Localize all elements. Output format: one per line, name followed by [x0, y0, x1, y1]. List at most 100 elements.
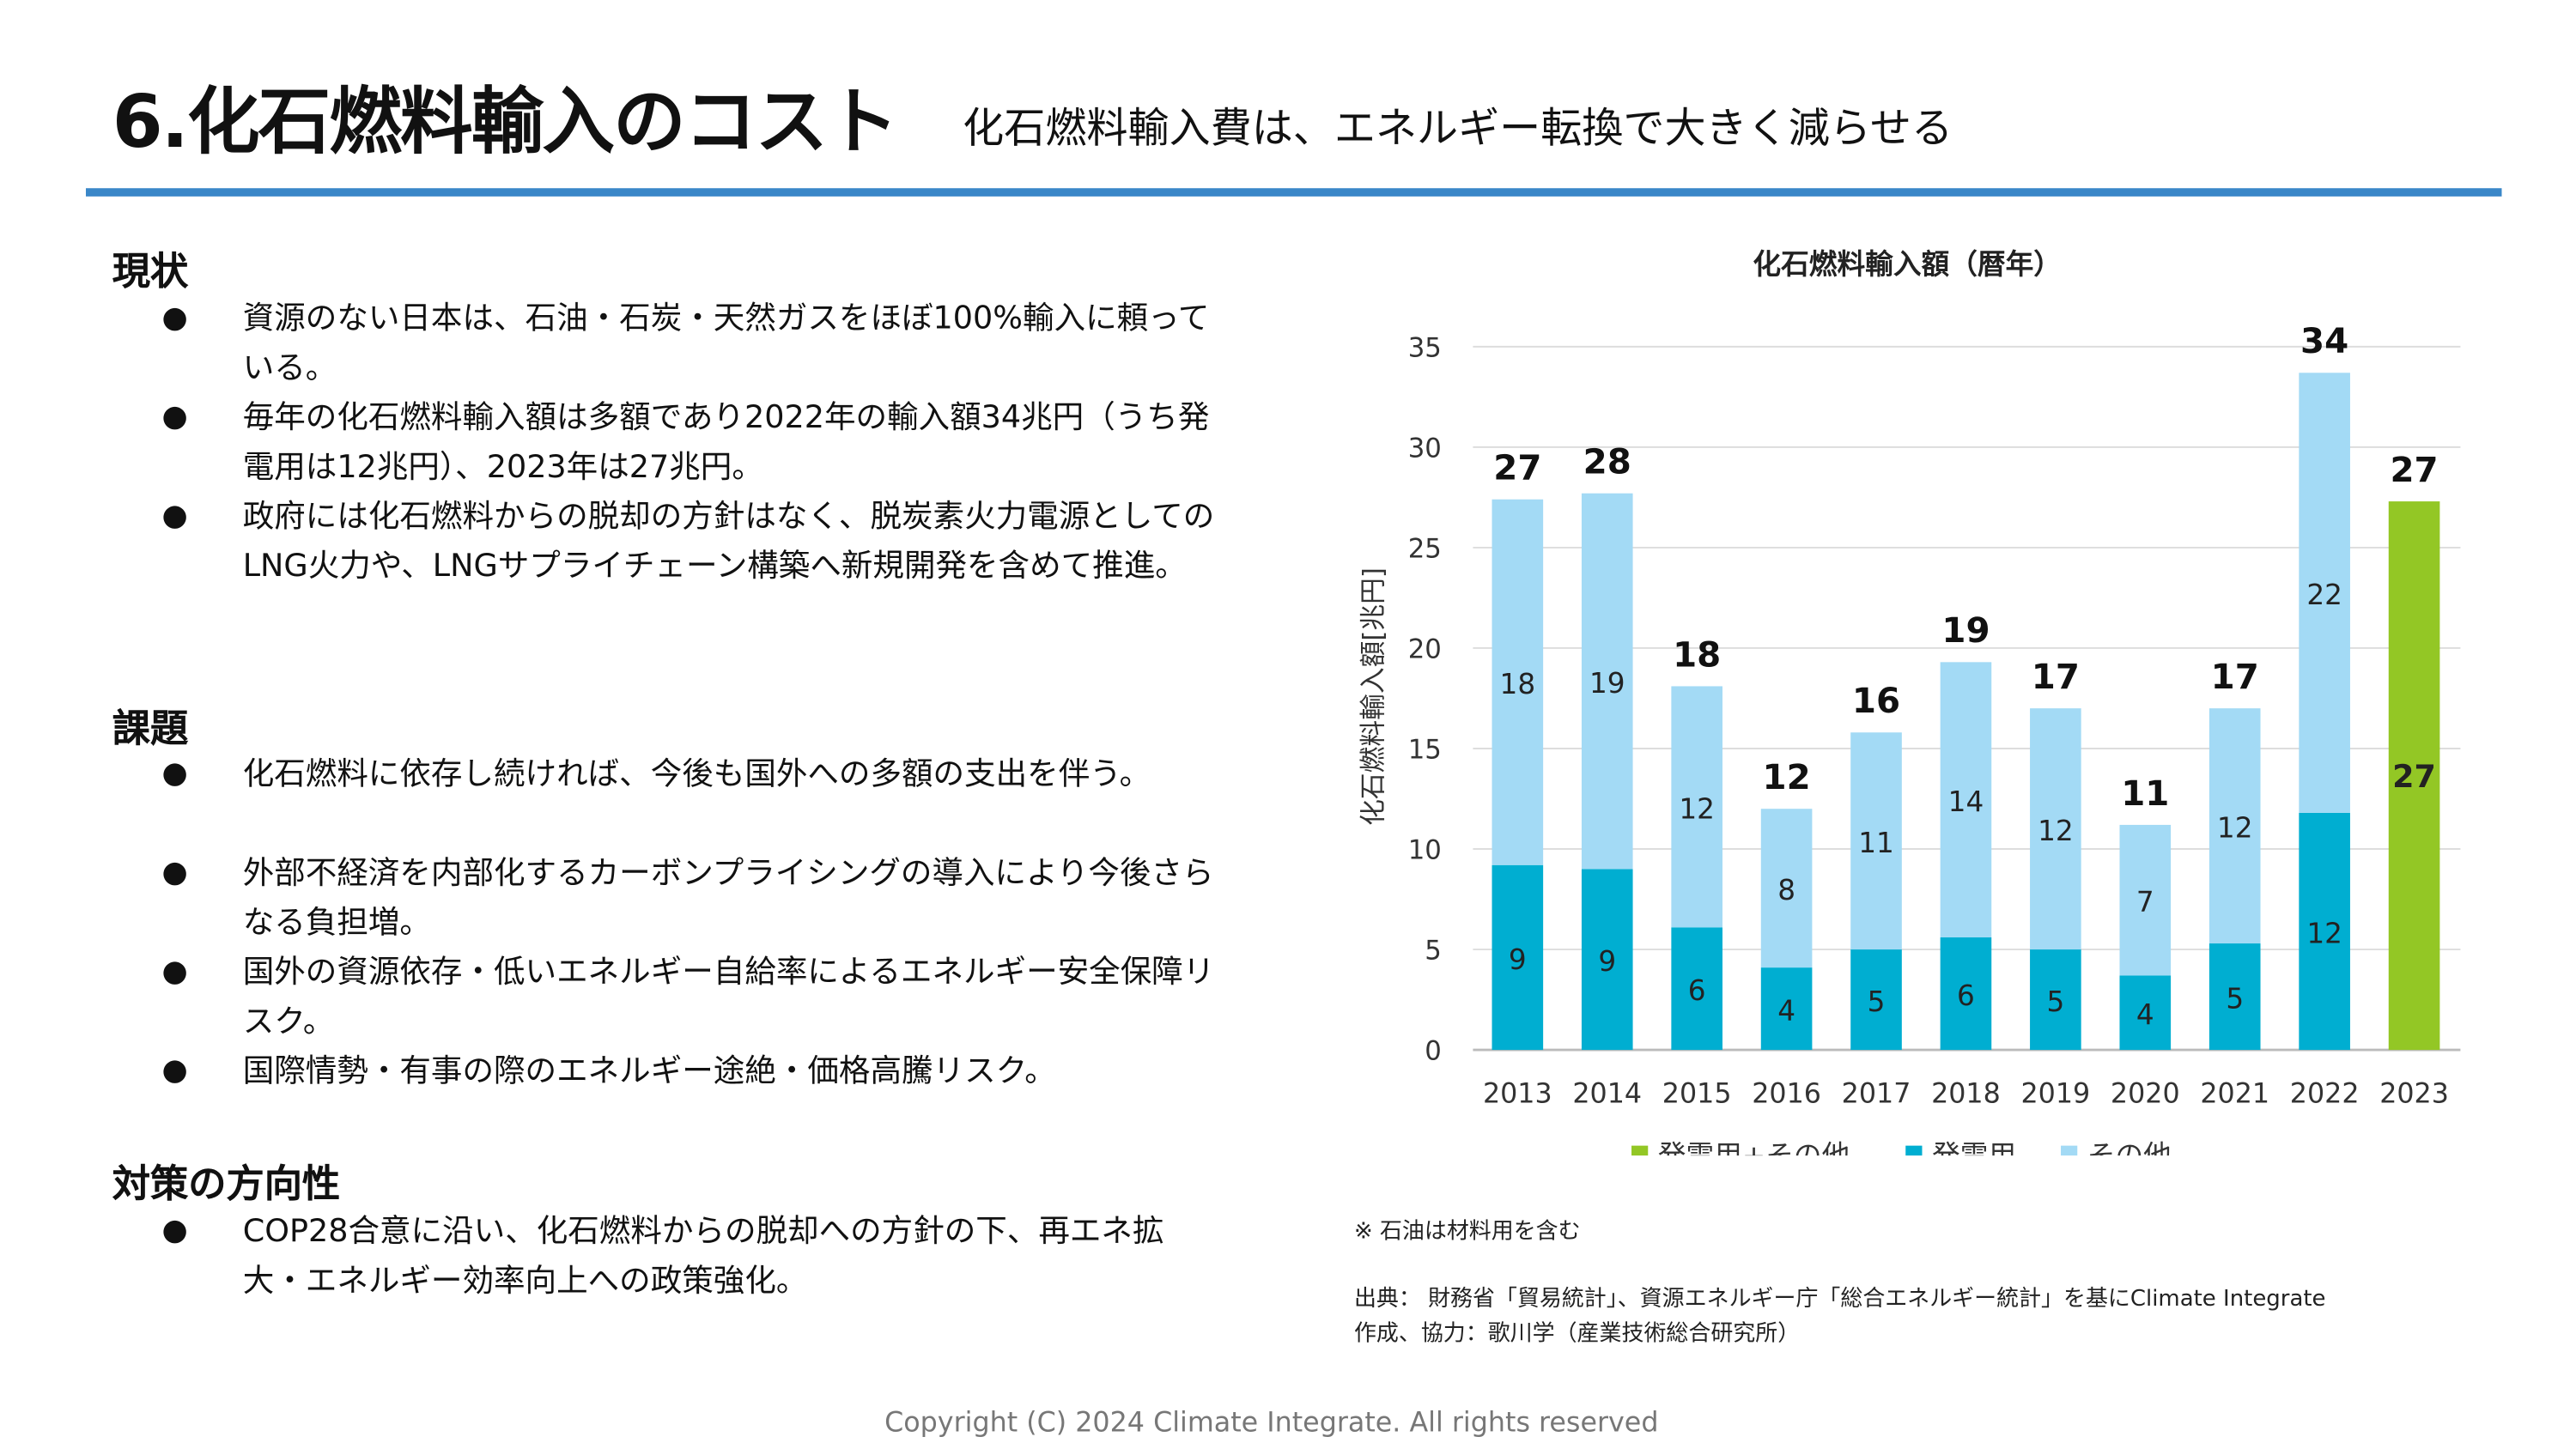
bullet-item: ● 化石燃料に依存し続ければ、今後も国外への多額の支出を伴う。 — [161, 749, 1235, 799]
bar-segment — [1760, 967, 1813, 1051]
legend-swatch — [1905, 1145, 1923, 1156]
x-tick-label: 2022 — [2290, 1079, 2360, 1110]
x-tick-label: 2014 — [1572, 1079, 1642, 1110]
bar-segment — [1850, 949, 1902, 1051]
bar-segment — [1581, 493, 1633, 870]
bullet-text: COP28合意に沿い、化石燃料からの脱却への方針の下、再エネ拡大・エネルギー効率… — [242, 1213, 1164, 1300]
data-label: 5 — [2226, 983, 2244, 1016]
x-tick-label: 2013 — [1483, 1079, 1552, 1110]
bar-segment — [2388, 501, 2440, 1051]
y-tick-label: 5 — [1425, 936, 1442, 967]
x-tick-label: 2017 — [1842, 1079, 1911, 1110]
x-tick-label: 2020 — [2111, 1079, 2180, 1110]
total-label: 17 — [2032, 657, 2080, 697]
bullet-item: ● 資源のない日本は、石油・石炭・天然ガスをほぼ100%輸入に頼っている。 — [161, 294, 1235, 392]
copyright: Copyright (C) 2024 Climate Integrate. Al… — [884, 1406, 1659, 1439]
bullet-icon: ● — [161, 399, 188, 434]
chart-source: 出典： 財務省「貿易統計」、資源エネルギー庁「総合エネルギー統計」を基にClim… — [1353, 1286, 2326, 1313]
bar-segment — [2119, 975, 2172, 1051]
y-tick-label: 35 — [1408, 332, 1442, 363]
bullet-item: ● 政府には化石燃料からの脱却の方針はなく、脱炭素火力電源としてのLNG火力や、L… — [161, 492, 1235, 591]
bar-segment — [1940, 937, 1992, 1051]
y-tick-label: 30 — [1408, 433, 1442, 464]
section-heading: 課題 — [112, 708, 189, 752]
title-divider — [86, 188, 2502, 197]
total-label: 34 — [2300, 321, 2348, 361]
data-label: 27 — [2392, 758, 2436, 795]
total-label: 27 — [2390, 450, 2438, 490]
section-heading: 対策の方向性 — [112, 1163, 341, 1207]
legend-label: 発電用+その他 — [1658, 1140, 1850, 1155]
chart-credit: 作成、協力：歌川学（産業技術総合研究所） — [1353, 1320, 1801, 1348]
total-label: 12 — [1763, 757, 1811, 797]
data-label: 11 — [1858, 827, 1894, 859]
bullet-item: ● 毎年の化石燃料輸入額は多額であり2022年の輸入額34兆円（うち発電用は12兆… — [161, 393, 1235, 492]
bullet-icon: ● — [161, 954, 188, 989]
bar-segment — [1671, 686, 1722, 928]
legend-label: その他 — [2087, 1140, 2172, 1155]
bar-segment — [1492, 499, 1544, 865]
data-label: 19 — [1589, 667, 1625, 700]
total-label: 11 — [2121, 773, 2169, 814]
bullet-icon: ● — [161, 1213, 188, 1248]
data-label: 5 — [2046, 985, 2064, 1018]
page-title: 6.化石燃料輸入のコスト — [112, 81, 899, 166]
bar-segment — [2299, 373, 2350, 813]
bullet-icon: ● — [161, 755, 188, 791]
data-label: 6 — [1957, 979, 1975, 1012]
bar-segment — [2030, 708, 2081, 950]
total-label: 27 — [1493, 448, 1541, 488]
y-tick-label: 0 — [1425, 1036, 1442, 1067]
bullet-icon: ● — [161, 498, 188, 534]
bar-segment — [2119, 824, 2172, 976]
bar-segment — [1492, 864, 1544, 1051]
total-label: 19 — [1941, 610, 1990, 651]
data-label: 8 — [1777, 874, 1795, 906]
data-label: 12 — [2038, 815, 2074, 847]
legend-swatch — [2061, 1145, 2078, 1156]
bar-segment — [2208, 943, 2261, 1051]
bar-segment — [1940, 662, 1992, 938]
bullet-text: 資源のない日本は、石油・石炭・天然ガスをほぼ100%輸入に頼っている。 — [242, 300, 1210, 387]
bullet-icon: ● — [161, 1052, 188, 1088]
bar-segment — [1581, 869, 1633, 1051]
x-tick-label: 2016 — [1752, 1079, 1821, 1110]
y-tick-label: 10 — [1408, 835, 1442, 866]
bar-segment — [2030, 949, 2081, 1051]
y-axis-label: 化石燃料輸入額[兆円] — [1358, 567, 1389, 826]
bullet-icon: ● — [161, 855, 188, 890]
bar-segment — [2208, 708, 2261, 944]
bullet-text: 政府には化石燃料からの脱却の方針はなく、脱炭素火力電源としてのLNG火力や、LN… — [242, 498, 1215, 585]
data-label: 14 — [1948, 785, 1984, 818]
data-label: 4 — [1777, 995, 1795, 1028]
bar-segment — [2299, 812, 2350, 1051]
data-label: 7 — [2136, 886, 2154, 919]
data-label: 18 — [1500, 668, 1536, 700]
y-tick-label: 20 — [1408, 634, 1442, 664]
bullet-text: 毎年の化石燃料輸入額は多額であり2022年の輸入額34兆円（うち発電用は12兆円… — [242, 399, 1210, 486]
bullet-text: 国外の資源依存・低いエネルギー自給率によるエネルギー安全保障リスク。 — [242, 954, 1215, 1040]
data-label: 9 — [1598, 945, 1616, 978]
chart-title: 化石燃料輸入額（暦年） — [1753, 248, 2062, 281]
data-label: 12 — [2217, 812, 2253, 845]
y-tick-label: 15 — [1408, 735, 1442, 766]
x-tick-label: 2023 — [2379, 1079, 2449, 1110]
data-label: 6 — [1688, 974, 1706, 1007]
bullet-text: 化石燃料に依存し続ければ、今後も国外への多額の支出を伴う。 — [242, 755, 1151, 793]
x-tick-label: 2018 — [1931, 1079, 2001, 1110]
total-label: 28 — [1583, 442, 1631, 482]
legend-label: 発電用 — [1932, 1140, 2016, 1155]
x-tick-label: 2015 — [1662, 1079, 1732, 1110]
legend-swatch — [1631, 1145, 1649, 1156]
data-label: 4 — [2136, 998, 2154, 1031]
x-tick-label: 2019 — [2021, 1079, 2091, 1110]
bullet-item: ● 外部不経済を内部化するカーボンプライシングの導入により今後さらなる負担増。 — [161, 848, 1235, 947]
bullet-item: ● 国際情勢・有事の際のエネルギー途絶・価格高騰リスク。 — [161, 1046, 1235, 1096]
bar-segment — [1671, 927, 1722, 1051]
chart-note: ※ 石油は材料用を含む — [1353, 1218, 1581, 1246]
data-label: 22 — [2306, 579, 2342, 611]
bullet-text: 外部不経済を内部化するカーボンプライシングの導入により今後さらなる負担増。 — [242, 855, 1214, 942]
total-label: 16 — [1852, 681, 1900, 721]
bullet-text: 国際情勢・有事の際のエネルギー途絶・価格高騰リスク。 — [242, 1052, 1056, 1090]
